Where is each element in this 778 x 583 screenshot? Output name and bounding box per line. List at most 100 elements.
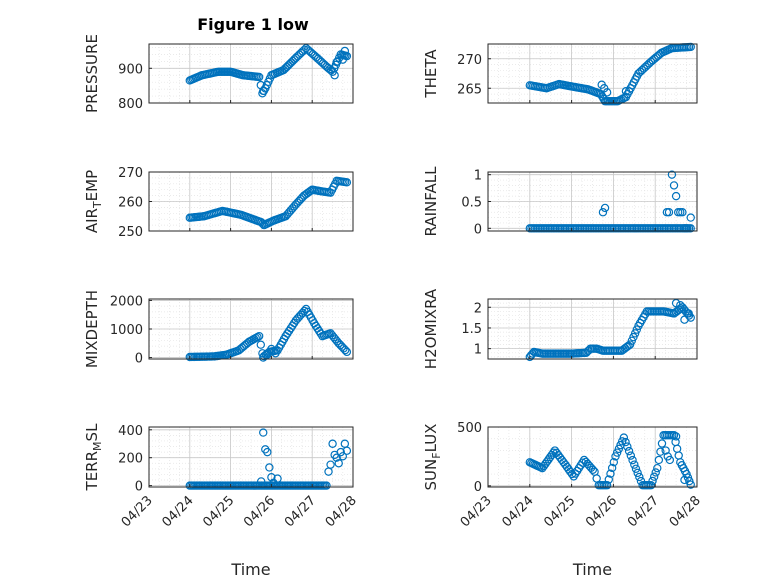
data-point: [607, 463, 617, 473]
x-tick-label: 04/23: [458, 493, 495, 530]
data-point: [267, 473, 276, 482]
x-tick-label: 04/26: [583, 493, 620, 530]
data-point: [653, 463, 662, 473]
y-tick-label: 2000: [110, 294, 143, 309]
data-point: [341, 345, 350, 355]
y-tick-label: 0.5: [461, 196, 482, 211]
x-tick-label: 04/24: [500, 493, 537, 530]
data-point: [342, 178, 352, 187]
data-point: [667, 170, 677, 179]
data-point: [626, 451, 636, 460]
data-point: [338, 55, 347, 64]
y-tick-label: 270: [118, 166, 143, 181]
data-point: [680, 315, 689, 324]
data-point: [602, 481, 612, 490]
data-point: [273, 474, 282, 483]
data-point: [263, 350, 272, 359]
data-point: [633, 468, 642, 478]
subplot-sun-flux: 0 500 04/23 04/24 04/25 04/26 04/27 04/28 SUNFLU…: [422, 421, 704, 579]
data-point: [656, 447, 665, 456]
subplot-air-temp: 250 260 270 AIRTEMP: [83, 166, 354, 240]
y-axis-label: PRESSURE: [83, 34, 101, 113]
data-point: [680, 475, 689, 485]
y-tick-label: 1: [474, 343, 482, 358]
data-point: [254, 72, 264, 82]
data-point: [646, 481, 656, 490]
data-point: [609, 457, 619, 467]
x-axis-label: Time: [572, 560, 612, 579]
data-point: [671, 191, 681, 201]
data-point: [654, 455, 664, 465]
y-tick-label: 0: [135, 480, 143, 495]
data-point: [588, 465, 598, 474]
data-point: [664, 208, 674, 217]
data-point: [253, 332, 262, 342]
data-point: [624, 446, 634, 456]
y-tick-label: 800: [118, 97, 143, 112]
x-tick-label: 04/23: [119, 493, 156, 530]
data-point: [271, 349, 280, 358]
data-point: [254, 331, 264, 341]
x-tick-label: 04/27: [282, 493, 319, 530]
data-point: [549, 448, 558, 457]
data-point: [338, 452, 347, 461]
data-point: [330, 71, 339, 80]
data-point: [623, 442, 632, 451]
y-axis-label: TERRMSL: [83, 423, 104, 492]
data-point: [671, 432, 681, 441]
data-point: [600, 203, 610, 213]
subplot-theta: 265 270 THETA: [422, 42, 698, 106]
data-point: [661, 446, 670, 455]
data-point: [649, 472, 659, 481]
data-point: [340, 46, 350, 56]
x-axis-label: Time: [230, 560, 270, 579]
data-point: [686, 213, 695, 222]
data-point: [336, 447, 345, 457]
x-tick-label: 04/28: [667, 493, 704, 530]
data-point: [614, 444, 624, 454]
data-point: [256, 340, 265, 349]
data-point: [306, 186, 315, 196]
y-tick-label: 900: [118, 62, 143, 77]
data-point: [342, 446, 352, 455]
data-point: [611, 452, 620, 461]
data-point: [676, 301, 685, 310]
subplot-pressure: 800 900 PRESSURE: [83, 34, 354, 113]
data-point: [669, 181, 679, 190]
x-tick-label: 04/28: [323, 493, 360, 530]
data-point: [684, 309, 693, 318]
data-point: [257, 477, 266, 486]
data-point: [621, 86, 631, 96]
y-axis-label: MIXDEPTH: [83, 290, 101, 368]
subplot-h2omixra: 1 1.5 2 H2OMIXRA: [422, 288, 698, 369]
data-point: [630, 460, 639, 469]
data-point: [617, 437, 627, 446]
x-tick-label: 04/24: [160, 493, 197, 530]
y-axis-label: THETA: [422, 49, 440, 99]
data-point: [326, 460, 335, 469]
data-point: [682, 224, 691, 233]
data-point: [612, 448, 622, 457]
data-point: [628, 455, 637, 465]
data-point: [598, 208, 608, 217]
y-tick-label: 400: [118, 424, 143, 439]
y-tick-label: 270: [457, 53, 482, 68]
data-point: [342, 347, 352, 357]
y-tick-label: 0: [474, 222, 482, 237]
y-tick-label: 0: [474, 480, 482, 495]
subplot-rainfall: 0 0.5 1 RAINFALL: [422, 166, 698, 237]
data-point: [648, 476, 657, 486]
y-tick-label: 0: [135, 352, 143, 367]
axes-box: [487, 426, 698, 488]
x-tick-label: 04/25: [541, 493, 578, 530]
y-tick-label: 265: [457, 82, 482, 97]
data-point: [328, 439, 337, 448]
y-axis-label: SUNFLUX: [422, 424, 443, 491]
data-point: [651, 468, 660, 477]
y-tick-label: 200: [118, 452, 143, 467]
x-tick-label: 04/26: [241, 493, 278, 530]
y-tick-label: 1: [474, 169, 482, 184]
data-point: [671, 298, 681, 308]
y-axis-label: RAINFALL: [422, 166, 440, 237]
